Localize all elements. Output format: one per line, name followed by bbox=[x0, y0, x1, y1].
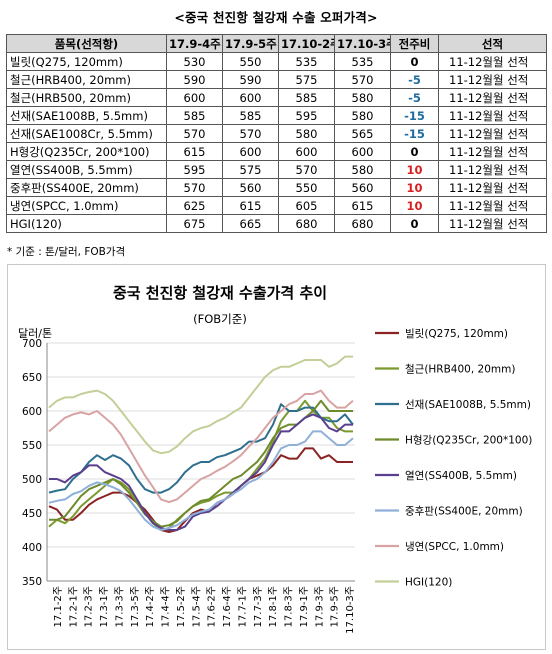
header-change: 전주비 bbox=[390, 34, 439, 53]
series-line bbox=[48, 355, 353, 455]
x-tick-label: 17.8-3주 bbox=[284, 586, 295, 627]
cell-week4: 680 bbox=[334, 214, 391, 233]
cell-week2: 560 bbox=[222, 178, 279, 197]
cell-week4: 570 bbox=[334, 70, 391, 89]
legend-label: 냉연(SPCC, 1.0mm) bbox=[405, 541, 504, 553]
series-line bbox=[48, 399, 353, 531]
y-tick-label: 650 bbox=[22, 372, 42, 384]
legend-label: 철근(HRB400, 20mm) bbox=[405, 364, 515, 376]
y-tick-label: 600 bbox=[22, 406, 42, 418]
header-shipment: 선적 bbox=[438, 34, 547, 53]
header-week4: 17.10-3주 bbox=[334, 34, 391, 53]
table-row: 철근(HRB500, 20mm) 600 600 585 580 -5 11-12월월 선적 bbox=[6, 88, 547, 107]
y-tick-label: 500 bbox=[22, 474, 42, 486]
footnote: * 기준 : 톤/달러, FOB가격 bbox=[7, 246, 126, 258]
table-header-row: 품목(선적항) 17.9-4주 17.9-5주 17.10-2주 17.10-3… bbox=[6, 34, 547, 53]
cell-week4: 565 bbox=[334, 124, 391, 143]
cell-week3: 600 bbox=[278, 142, 335, 161]
cell-change: 10 bbox=[390, 160, 439, 179]
cell-item: 열연(SS400B, 5.5mm) bbox=[6, 160, 167, 179]
x-tick-label: 17.5-2주 bbox=[176, 586, 187, 627]
table-row: 열연(SS400B, 5.5mm) 595 575 570 580 10 11-12월월 선… bbox=[6, 160, 547, 179]
x-tick-label: 17.2-3주 bbox=[84, 586, 95, 627]
price-table: 품목(선적항) 17.9-4주 17.9-5주 17.10-2주 17.10-3… bbox=[6, 34, 547, 233]
cell-week1: 570 bbox=[166, 124, 223, 143]
y-axis-label: 달러/톤 bbox=[18, 327, 53, 340]
header-week1: 17.9-4주 bbox=[166, 34, 223, 53]
cell-week1: 530 bbox=[166, 52, 223, 71]
cell-week1: 625 bbox=[166, 196, 223, 215]
series-line bbox=[49, 413, 353, 531]
x-tick-label: 17.7-1주 bbox=[237, 586, 248, 627]
cell-week3: 535 bbox=[278, 52, 335, 71]
series-line bbox=[49, 399, 353, 528]
legend-label: 선재(SAE1008B, 5.5mm) bbox=[405, 399, 531, 411]
y-tick-label: 400 bbox=[22, 542, 42, 554]
cell-change: 10 bbox=[390, 196, 439, 215]
cell-shipment: 11-12월월 선적 bbox=[438, 106, 547, 125]
chart-container bbox=[7, 264, 546, 650]
legend-label: 열연(SS400B, 5.5mm) bbox=[405, 470, 517, 482]
series-line bbox=[48, 389, 354, 504]
cell-item: H형강(Q235Cr, 200*100) bbox=[6, 142, 167, 161]
legend-label: H형강(Q235Cr, 200*100) bbox=[405, 435, 532, 447]
cell-change: -15 bbox=[390, 106, 439, 125]
table-body: 빌릿(Q275, 120mm) 530 550 535 535 0 11-12월월 선적 철근… bbox=[6, 52, 547, 233]
x-tick-label: 17.5-4주 bbox=[191, 586, 202, 627]
table-row: 철근(HRB400, 20mm) 590 590 575 570 -5 11-12월월 선적 bbox=[6, 70, 547, 89]
cell-week3: 680 bbox=[278, 214, 335, 233]
x-tick-label: 17.6-4주 bbox=[222, 586, 233, 627]
header-item: 품목(선적항) bbox=[6, 34, 167, 53]
x-tick-label: 17.8-1주 bbox=[268, 586, 279, 627]
x-tick-label: 17.1-2주 bbox=[53, 586, 64, 627]
series-line bbox=[48, 403, 354, 494]
cell-item: HGI(120) bbox=[6, 214, 167, 233]
cell-week2: 665 bbox=[222, 214, 279, 233]
cell-week2: 615 bbox=[222, 196, 279, 215]
cell-shipment: 11-12월월 선적 bbox=[438, 214, 547, 233]
series-line bbox=[48, 447, 353, 533]
legend-label: 중후판(SS400E, 20mm) bbox=[405, 506, 523, 518]
x-tick-label: 17.10-3주 bbox=[345, 586, 356, 634]
x-tick-label: 17.9-3주 bbox=[314, 586, 325, 627]
x-tick-label: 17.3-5주 bbox=[130, 586, 141, 627]
y-tick-label: 450 bbox=[22, 508, 42, 520]
x-tick-label: 17.4-2주 bbox=[145, 586, 156, 627]
cell-week1: 600 bbox=[166, 88, 223, 107]
y-tick-label: 700 bbox=[22, 338, 42, 350]
table-row: 냉연(SPCC, 1.0mm) 625 615 605 615 10 11-12월월 선적 bbox=[6, 196, 547, 215]
header-week2: 17.9-5주 bbox=[222, 34, 279, 53]
x-tick-label: 17.6-2주 bbox=[207, 586, 218, 627]
x-tick-label: 17.7-3주 bbox=[253, 586, 264, 627]
x-tick-label: 17.9-1주 bbox=[299, 586, 310, 627]
cell-week1: 675 bbox=[166, 214, 223, 233]
cell-shipment: 11-12월월 선적 bbox=[438, 178, 547, 197]
x-tick-label: 17.3-1주 bbox=[99, 586, 110, 627]
x-tick-label: 17.9-5주 bbox=[330, 586, 341, 627]
chart-title: 중국 천진항 철강재 수출가격 추이 bbox=[112, 284, 328, 302]
cell-week4: 615 bbox=[334, 196, 391, 215]
page-title: <중국 천진항 철강재 수출 오퍼가격> bbox=[174, 10, 378, 25]
chart-subtitle: (FOB기준) bbox=[193, 312, 247, 326]
cell-week4: 580 bbox=[334, 160, 391, 179]
y-tick-label: 550 bbox=[22, 440, 42, 452]
legend-label: 빌릿(Q275, 120mm) bbox=[405, 328, 508, 340]
cell-shipment: 11-12월월 선적 bbox=[438, 124, 547, 143]
table-row: 선재(SAE1008Cr, 5.5mm) 570 570 580 565 -15 11-12… bbox=[6, 124, 547, 143]
table-row: HGI(120) 675 665 680 680 0 11-12월월 선적 bbox=[6, 214, 547, 233]
x-tick-label: 17.2-1주 bbox=[68, 586, 79, 627]
cell-week2: 575 bbox=[222, 160, 279, 179]
y-tick-label: 350 bbox=[22, 576, 42, 588]
x-tick-label: 17.4-4주 bbox=[161, 586, 172, 627]
cell-shipment: 11-12월월 선적 bbox=[438, 88, 547, 107]
cell-week3: 550 bbox=[278, 178, 335, 197]
x-tick-label: 17.3-3주 bbox=[114, 586, 125, 627]
series-line bbox=[48, 430, 354, 531]
cell-shipment: 11-12월월 선적 bbox=[438, 52, 547, 71]
cell-shipment: 11-12월월 선적 bbox=[438, 142, 547, 161]
cell-item: 철근(HRB400, 20mm) bbox=[6, 70, 167, 89]
legend-label: HGI(120) bbox=[405, 577, 452, 589]
